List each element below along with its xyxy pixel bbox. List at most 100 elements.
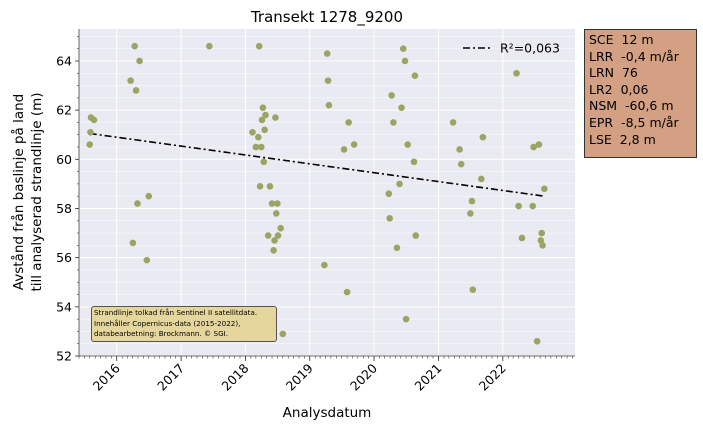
data-point: [399, 45, 407, 52]
data-point: [411, 72, 419, 80]
data-point: [259, 104, 267, 111]
data-point: [518, 234, 526, 242]
note-line: databearbetning: Brockmann. © SGI.: [94, 329, 229, 338]
statistics-box: SCE 12 m LRR -0,4 m/år LRN 76 LR2 0,06 NSM -…: [584, 29, 697, 158]
y-tick-label: 60: [56, 152, 72, 167]
legend-trend-label: R²=0,063: [500, 41, 560, 56]
data-point: [402, 315, 410, 323]
data-point: [456, 146, 463, 153]
data-point: [396, 180, 403, 188]
x-tick-label: 2017: [154, 361, 187, 394]
data-point: [388, 92, 395, 99]
data-point: [266, 183, 274, 190]
data-point: [535, 141, 543, 148]
data-point: [538, 229, 546, 237]
legend: R²=0,063: [463, 41, 560, 56]
x-tick-label: 2019: [283, 360, 316, 393]
y-tick-label: 58: [56, 201, 72, 216]
y-tick-label: 64: [56, 53, 72, 68]
data-point: [256, 183, 264, 190]
stats-row-epr: EPR -8,5 m/år: [589, 115, 692, 132]
data-point: [385, 190, 393, 198]
stats-row-lse: LSE 2,8 m: [589, 132, 692, 149]
stats-label: SCE: [589, 32, 614, 47]
data-point: [264, 232, 272, 239]
data-point: [271, 237, 278, 244]
data-point: [262, 111, 269, 119]
data-point: [143, 256, 151, 264]
data-point: [127, 77, 134, 84]
data-point: [479, 133, 487, 141]
data-point: [90, 116, 98, 124]
data-point: [449, 119, 457, 126]
data-source-note: Strandlinje tolkad från Sentinel II sate…: [91, 306, 277, 342]
data-point: [467, 210, 474, 217]
data-point: [132, 87, 140, 94]
stats-label: LRN: [589, 65, 614, 81]
y-tick-label: 54: [56, 299, 72, 314]
stats-label: EPR: [589, 114, 614, 130]
data-point: [268, 200, 276, 207]
data-point: [258, 116, 266, 124]
data-point: [393, 244, 401, 252]
x-tick-label: 2021: [412, 361, 445, 394]
x-tick-label: 2016: [90, 360, 123, 393]
data-point: [277, 224, 284, 232]
data-point: [513, 69, 520, 77]
data-point: [477, 175, 485, 183]
data-point: [412, 232, 420, 239]
x-tick-label: 2022: [476, 361, 509, 394]
data-point: [255, 133, 262, 141]
data-point: [469, 286, 477, 293]
data-point: [401, 57, 409, 65]
data-point: [272, 114, 279, 121]
note-line: Strandlinje tolkad från Sentinel II sate…: [94, 308, 258, 317]
y-tick-label: 62: [56, 103, 72, 118]
data-point: [404, 141, 411, 148]
data-point: [272, 210, 280, 217]
data-point: [541, 185, 548, 193]
stats-row-lrn: LRN 76: [589, 65, 692, 82]
data-point: [325, 101, 333, 109]
data-point: [345, 119, 352, 126]
trend-line: [89, 132, 545, 197]
data-point: [350, 141, 358, 148]
data-point: [515, 202, 522, 210]
y-axis-title-line-2: till analyserad strandlinje (m): [29, 92, 45, 291]
stats-value: 12 m: [621, 32, 654, 47]
data-point: [252, 143, 260, 151]
stats-value: 76: [621, 65, 638, 81]
stats-row-lr2: LR2 0,06: [589, 82, 692, 99]
stats-value: 2,8 m: [619, 131, 656, 147]
y-tick-label: 56: [56, 250, 72, 265]
data-point: [533, 337, 541, 345]
data-point: [457, 160, 465, 168]
data-point: [468, 197, 476, 205]
data-point: [323, 50, 331, 57]
trend-line-group: [89, 132, 545, 197]
stats-row-nsm: NSM -60,6 m: [589, 98, 692, 115]
data-point: [258, 143, 265, 151]
stats-row-lrr: LRR -0,4 m/år: [589, 49, 692, 66]
stats-label: NSM: [589, 98, 618, 114]
data-point: [274, 232, 282, 239]
stats-value: -0,4 m/år: [621, 48, 679, 64]
note-line: Innehåller Copernicus-data (2015-2022),: [94, 318, 241, 328]
data-point: [324, 77, 332, 84]
data-point: [131, 42, 138, 50]
data-point: [261, 126, 268, 134]
data-point: [340, 146, 348, 153]
stats-value: -60,6 m: [625, 98, 674, 114]
data-point: [145, 192, 153, 200]
chart-title: Transekt 1278_9200: [250, 8, 403, 27]
data-point: [539, 242, 546, 249]
data-point: [343, 288, 351, 296]
data-point: [270, 246, 277, 254]
data-point: [134, 200, 141, 207]
data-point: [274, 200, 281, 207]
data-point: [255, 42, 263, 50]
y-tick-label: 52: [56, 349, 72, 364]
data-point: [410, 158, 418, 166]
stats-value: -8,5 m/år: [621, 114, 679, 130]
